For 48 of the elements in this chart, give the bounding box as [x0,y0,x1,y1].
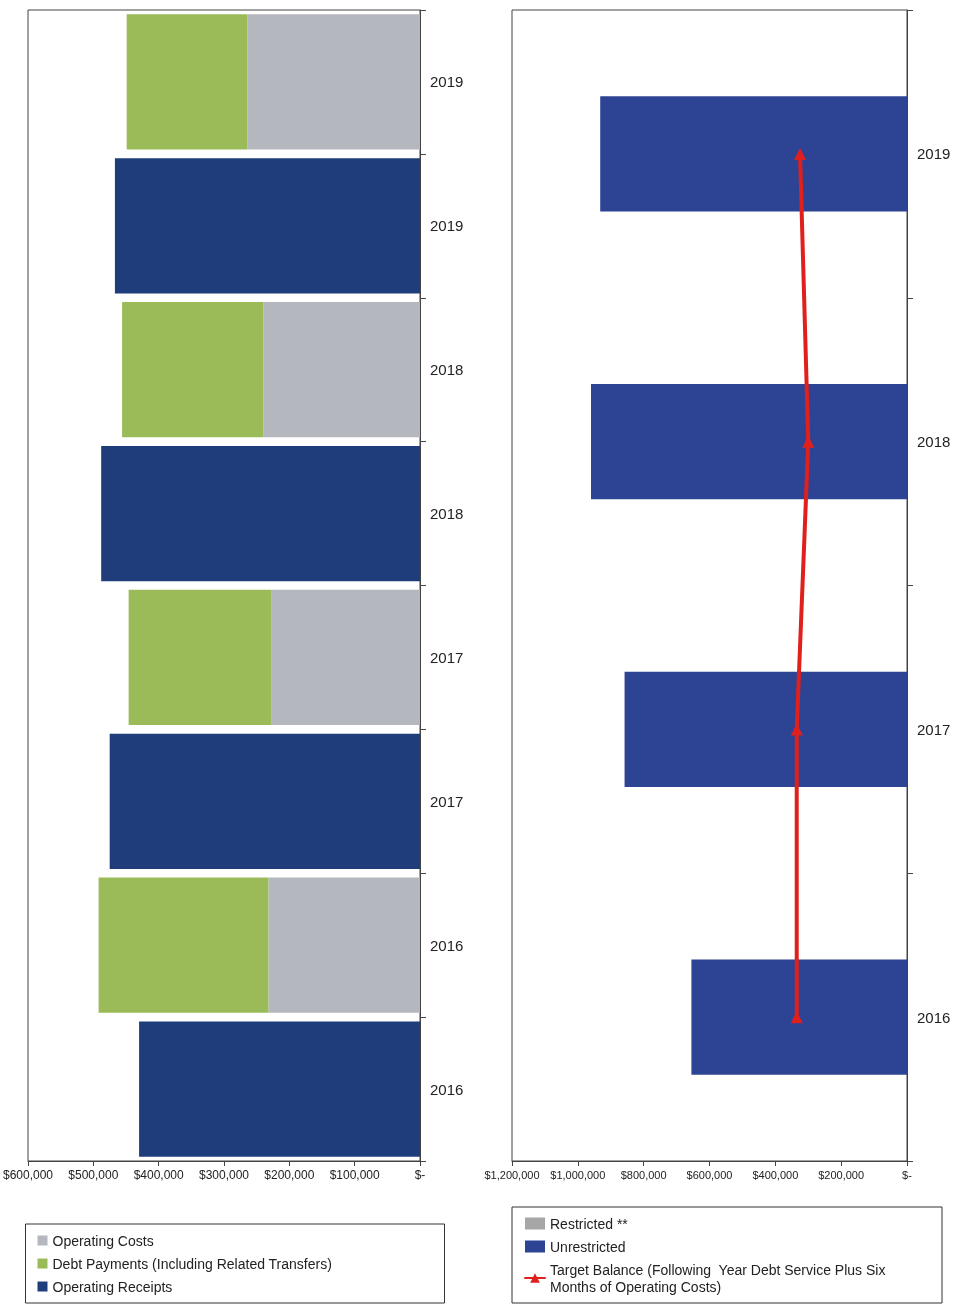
legend-label: Unrestricted [550,1238,626,1255]
legend-label: Operating Costs [52,1232,154,1249]
y-tick-label: 2018 [430,505,464,523]
bar [122,302,264,438]
bar [691,959,907,1075]
x-tick-label: $600,000 [686,1168,733,1181]
bar [128,589,272,726]
bar [98,877,269,1013]
x-tick-label: $600,000 [2,1168,54,1182]
x-tick-label: $400,000 [752,1168,799,1181]
x-tick-label: $100,000 [329,1168,381,1182]
y-tick-label: 2016 [917,1008,951,1026]
bar [126,14,248,150]
legend-label: Target Balance (Following Year Debt Service Plus Six Months of Operating Costs) [550,1261,890,1295]
y-tick-label: 2017 [430,648,464,666]
x-tick-label: $800,000 [620,1168,667,1181]
bar [268,877,420,1013]
y-tick-label: 2019 [917,145,951,163]
y-tick-label: 2019 [430,73,464,91]
x-tick-label: $500,000 [68,1168,119,1182]
x-tick-label: $- [414,1168,426,1182]
legend-label: Restricted ** [550,1215,629,1232]
x-tick-label: $1,200,000 [484,1168,540,1181]
bar [139,1021,420,1157]
x-tick-label: $1,000,000 [550,1168,606,1181]
bar [109,733,420,869]
y-tick-label: 2016 [430,1080,464,1098]
y-tick-label: 2017 [917,720,951,738]
bar [591,384,907,500]
x-tick-label: $200,000 [818,1168,865,1181]
legend-label: Operating Receipts [52,1278,173,1295]
bar [271,589,420,726]
y-tick-label: 2018 [430,361,464,379]
bar [624,671,907,787]
y-tick-label: 2019 [430,217,464,235]
bar [101,445,420,582]
bar [263,302,420,438]
y-tick-label: 2016 [430,936,464,954]
x-tick-label: $400,000 [133,1168,185,1182]
legend-label: Debt Payments (Including Related Transfers) [52,1255,332,1272]
bar [600,96,907,212]
bar [114,158,420,294]
x-tick-label: $300,000 [198,1168,250,1182]
y-tick-label: 2018 [917,433,951,451]
x-tick-label: $200,000 [264,1168,315,1182]
y-tick-label: 2017 [430,792,464,810]
x-tick-label: $- [902,1168,913,1181]
bar [247,14,420,150]
